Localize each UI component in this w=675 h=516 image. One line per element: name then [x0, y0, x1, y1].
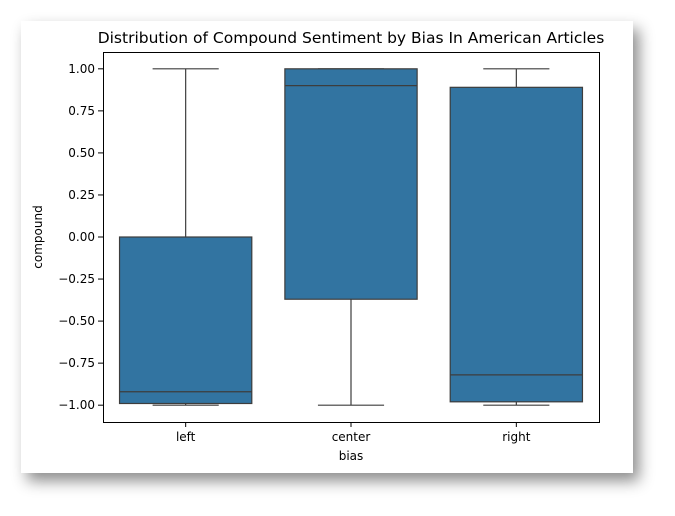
y-tick-label: 0.75 — [68, 104, 95, 118]
x-axis-ticks: left center right — [176, 422, 531, 444]
y-axis-label: compound — [31, 205, 45, 268]
y-tick-label: 0.00 — [68, 230, 95, 244]
box-body — [284, 68, 418, 300]
y-tick-label: −0.25 — [58, 272, 95, 286]
y-axis-ticks: −1.00 −0.75 −0.50 −0.25 0.00 0.25 0.50 0.75 1.00 — [58, 62, 103, 412]
x-tick-label: right — [502, 430, 530, 444]
x-tick-label: left — [176, 430, 196, 444]
x-tick-label: center — [332, 430, 371, 444]
box-body — [449, 86, 584, 403]
box-right — [449, 68, 584, 406]
y-tick-label: 1.00 — [68, 62, 95, 76]
box-center — [284, 68, 418, 406]
box-body — [118, 236, 253, 405]
y-tick-label: −0.75 — [58, 356, 95, 370]
y-tick-label: −1.00 — [58, 398, 95, 412]
y-tick-label: 0.50 — [68, 146, 95, 160]
y-tick-label: −0.50 — [58, 314, 95, 328]
box-left — [118, 68, 253, 406]
y-tick-label: 0.25 — [68, 188, 95, 202]
chart-title: Distribution of Compound Sentiment by Bi… — [98, 29, 605, 47]
x-axis-label: bias — [339, 449, 364, 463]
boxes-group — [118, 68, 584, 406]
